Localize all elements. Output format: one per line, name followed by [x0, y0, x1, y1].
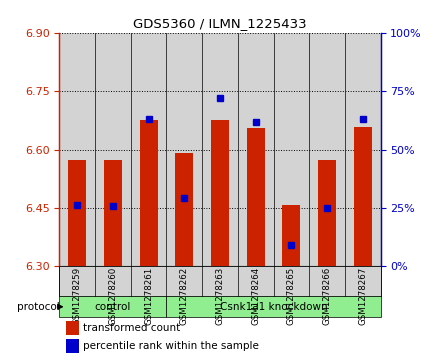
- Text: percentile rank within the sample: percentile rank within the sample: [84, 341, 259, 351]
- Text: GSM1278265: GSM1278265: [287, 266, 296, 325]
- Bar: [66, 321, 79, 335]
- Bar: [176, 153, 193, 266]
- Bar: [59, 266, 381, 296]
- Text: GSM1278262: GSM1278262: [180, 266, 189, 325]
- Bar: [104, 160, 122, 266]
- Text: GSM1278266: GSM1278266: [323, 266, 332, 325]
- Text: GSM1278263: GSM1278263: [216, 266, 224, 325]
- Bar: [166, 33, 202, 266]
- Bar: [202, 33, 238, 266]
- Text: GSM1278267: GSM1278267: [358, 266, 367, 325]
- Text: GSM1278264: GSM1278264: [251, 266, 260, 325]
- Bar: [66, 339, 79, 353]
- Bar: [282, 205, 300, 266]
- Bar: [139, 121, 158, 266]
- Bar: [309, 33, 345, 266]
- Bar: [131, 33, 166, 266]
- Bar: [318, 160, 336, 266]
- Text: GSM1278261: GSM1278261: [144, 266, 153, 325]
- Bar: [354, 127, 372, 266]
- Bar: [211, 121, 229, 266]
- Text: transformed count: transformed count: [84, 323, 181, 333]
- Text: GSM1278260: GSM1278260: [108, 266, 117, 325]
- Text: Csnk1a1 knockdown: Csnk1a1 knockdown: [220, 302, 327, 312]
- Bar: [345, 33, 381, 266]
- Text: control: control: [95, 302, 131, 312]
- Bar: [274, 33, 309, 266]
- Bar: [59, 33, 95, 266]
- Bar: [59, 296, 166, 318]
- Bar: [166, 296, 381, 318]
- Bar: [68, 160, 86, 266]
- Bar: [247, 128, 264, 266]
- Text: GSM1278259: GSM1278259: [73, 266, 82, 325]
- Bar: [95, 33, 131, 266]
- Bar: [238, 33, 274, 266]
- Title: GDS5360 / ILMN_1225433: GDS5360 / ILMN_1225433: [133, 17, 307, 30]
- Text: protocol: protocol: [17, 302, 59, 312]
